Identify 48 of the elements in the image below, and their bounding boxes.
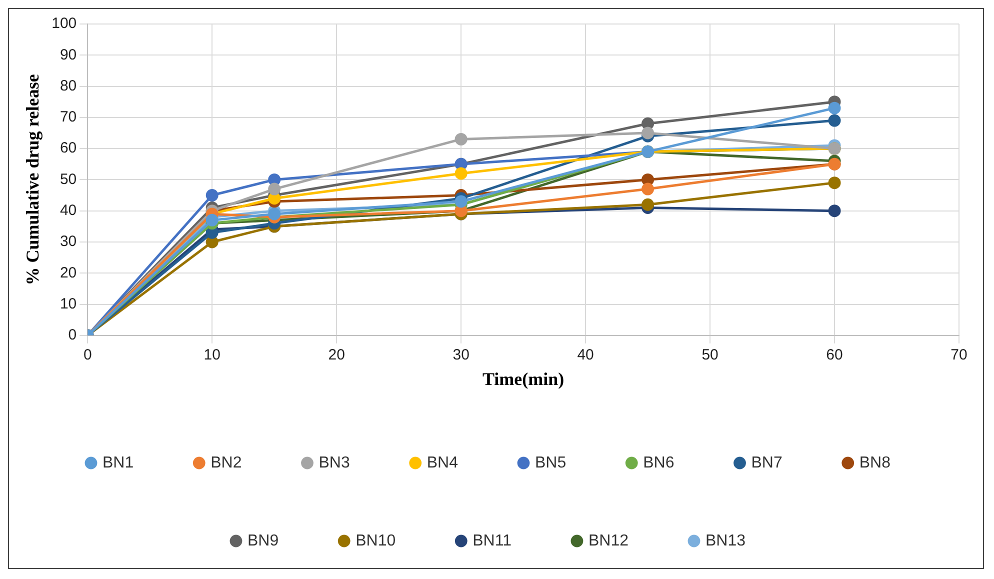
legend-label: BN9 bbox=[247, 532, 279, 550]
y-tick-label: 40 bbox=[60, 202, 77, 219]
legend-label: BN11 bbox=[472, 532, 512, 550]
x-tick-label: 10 bbox=[204, 346, 220, 364]
point bbox=[642, 182, 654, 196]
x-tick-label: 30 bbox=[452, 346, 470, 364]
x-tick-label: 50 bbox=[702, 346, 718, 364]
y-tick-label: 90 bbox=[60, 46, 77, 64]
legend-label: BN8 bbox=[859, 454, 891, 472]
point bbox=[454, 167, 468, 180]
point bbox=[206, 189, 218, 202]
y-tick-label: 30 bbox=[60, 233, 77, 250]
legend-label: BN13 bbox=[705, 532, 746, 550]
x-tick-label: 60 bbox=[826, 346, 843, 364]
y-axis-title: % Cumulative drug release bbox=[22, 74, 42, 286]
point bbox=[828, 204, 841, 218]
y-tick-label: 0 bbox=[68, 326, 77, 344]
point bbox=[642, 198, 654, 211]
x-tick-label: 40 bbox=[577, 346, 594, 364]
y-tick-label: 60 bbox=[60, 140, 77, 157]
legend-label: BN7 bbox=[751, 454, 782, 472]
point bbox=[268, 182, 281, 196]
x-tick-label: 20 bbox=[328, 346, 345, 364]
y-tick-label: 80 bbox=[60, 77, 77, 94]
point bbox=[828, 114, 841, 127]
point bbox=[454, 195, 468, 208]
point bbox=[454, 132, 468, 146]
legend-label: BN6 bbox=[643, 454, 674, 472]
legend-label: BN2 bbox=[210, 454, 242, 472]
legend-label: BN3 bbox=[318, 454, 350, 472]
point bbox=[268, 208, 281, 220]
x-tick-label: 70 bbox=[950, 346, 968, 364]
y-tick-label: 50 bbox=[60, 170, 77, 188]
y-tick-label: 10 bbox=[60, 295, 77, 312]
y-tick-label: 20 bbox=[60, 264, 77, 282]
x-tick-label: 0 bbox=[83, 346, 92, 364]
point bbox=[206, 214, 218, 226]
legend-label: BN1 bbox=[102, 454, 134, 472]
legend-label: BN5 bbox=[535, 454, 566, 472]
point bbox=[828, 102, 841, 114]
legend-label: BN10 bbox=[356, 532, 396, 550]
x-axis-title: Time(min) bbox=[482, 368, 564, 389]
point bbox=[828, 176, 841, 190]
y-tick-label: 70 bbox=[60, 108, 77, 126]
y-tick-label: 100 bbox=[52, 15, 77, 32]
legend-label: BN4 bbox=[426, 454, 458, 472]
legend-label: BN12 bbox=[588, 532, 629, 550]
point bbox=[642, 126, 654, 140]
